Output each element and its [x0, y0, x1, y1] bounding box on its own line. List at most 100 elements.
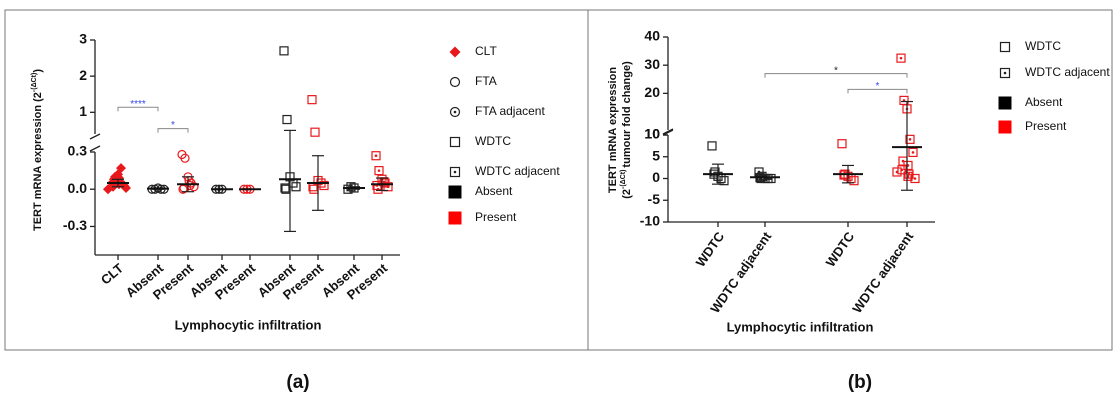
- y-tick-label: -10: [640, 213, 660, 229]
- marker-shape: [449, 136, 461, 148]
- x-tick-label: CLT: [98, 260, 126, 287]
- legend-marker: [998, 96, 1012, 110]
- point: [185, 180, 195, 191]
- legend-label: Absent: [1025, 95, 1063, 109]
- marker-dot: [382, 180, 386, 184]
- point: [892, 167, 902, 177]
- marker-dot: [377, 169, 381, 172]
- point: [189, 182, 199, 192]
- point: [121, 182, 131, 193]
- legend-marker: [998, 120, 1012, 134]
- y-tick-label: 2: [79, 67, 87, 83]
- y-tick-label: 20: [644, 84, 660, 100]
- point: [282, 114, 292, 125]
- axis-break: [662, 129, 674, 136]
- marker-shape: [837, 139, 847, 149]
- marker-dot: [913, 177, 917, 180]
- marker-dot: [374, 154, 378, 158]
- marker-dot: [908, 138, 912, 141]
- marker-shape: [998, 96, 1012, 110]
- legend-marker: [448, 185, 462, 199]
- marker-dot: [453, 110, 457, 114]
- y-tick-label: 0.0: [68, 180, 88, 196]
- marker-dot: [1003, 71, 1007, 75]
- legend-marker: [449, 166, 461, 178]
- y-axis-title: TERT mRNA expression(2-(ΔCt) tumour fold …: [607, 61, 633, 199]
- legend-marker: [448, 211, 462, 225]
- marker-shape: [449, 76, 461, 88]
- marker-shape: [180, 153, 190, 163]
- point: [319, 180, 329, 191]
- y-tick-label: -5: [648, 191, 661, 207]
- marker-dot: [895, 170, 899, 174]
- marker-shape: [307, 95, 317, 105]
- panel-label: (a): [286, 372, 309, 393]
- y-title-sup: -(ΔCt): [620, 170, 627, 189]
- marker-shape: [448, 211, 462, 225]
- legend-marker: [449, 46, 461, 58]
- marker-shape: [280, 183, 290, 193]
- marker-shape: [279, 46, 289, 56]
- legend-label: CLT: [475, 44, 497, 58]
- marker-shape: [707, 141, 717, 151]
- marker-shape: [999, 67, 1011, 79]
- legend-label: FTA adjacent: [475, 104, 545, 118]
- marker-dot: [907, 172, 911, 176]
- marker-shape: [185, 180, 195, 191]
- legend-label: WDTC: [475, 134, 511, 148]
- y-tick-label: 5: [652, 147, 660, 163]
- point: [371, 151, 381, 161]
- marker-shape: [189, 182, 199, 192]
- y-tick-label: 30: [644, 56, 660, 72]
- y-tick-label: 0.3: [68, 143, 88, 159]
- marker-dot: [911, 151, 915, 154]
- point: [116, 163, 126, 174]
- y-tick-label: 10: [644, 126, 660, 142]
- axis-break: [662, 128, 674, 135]
- marker-shape: [903, 171, 913, 181]
- x-axis-title: Lymphocytic infiltration: [175, 317, 322, 332]
- y-axis-title-line: TERT mRNA expression: [607, 67, 619, 193]
- point: [114, 173, 124, 184]
- legend-label: FTA: [475, 74, 497, 88]
- significance-bracket: [117, 106, 159, 112]
- point: [849, 176, 859, 186]
- y-tick-label: 10: [644, 126, 660, 142]
- point: [374, 166, 384, 176]
- legend-label: WDTC: [1025, 39, 1061, 53]
- significance-label: ****: [130, 99, 146, 110]
- x-tick-label: WDTC adjacent: [849, 229, 916, 316]
- significance-label: *: [171, 120, 175, 131]
- marker-shape: [998, 120, 1012, 134]
- point: [837, 139, 847, 149]
- legend-label: WDTC adjacent: [1025, 65, 1110, 79]
- marker-shape: [905, 134, 915, 144]
- legend-label: Absent: [475, 184, 513, 198]
- y-axis-title: TERT mRNA expression (2-(ΔCt)): [31, 69, 44, 231]
- marker-shape: [449, 166, 461, 178]
- marker-dot: [453, 170, 457, 174]
- legend-marker: [449, 136, 461, 148]
- y-tick-label: -0.3: [63, 217, 87, 233]
- axis-break: [89, 145, 101, 152]
- point: [280, 183, 290, 193]
- marker-shape: [896, 53, 906, 63]
- marker-shape: [116, 163, 126, 174]
- marker-shape: [903, 160, 913, 171]
- y-title-end: ): [32, 69, 44, 73]
- y-tick-label: 1: [79, 103, 87, 119]
- x-axis-title: Lymphocytic infiltration: [727, 319, 874, 334]
- point: [180, 153, 190, 163]
- marker-shape: [291, 182, 301, 192]
- significance-label: *: [876, 81, 880, 92]
- point: [707, 141, 717, 151]
- y-tick-label: 40: [644, 28, 660, 44]
- marker-shape: [282, 114, 292, 125]
- marker-shape: [849, 176, 859, 186]
- panel-label: (b): [848, 372, 872, 393]
- point: [896, 53, 906, 63]
- significance-label: *: [834, 65, 838, 76]
- point: [910, 173, 920, 184]
- axis-break: [89, 133, 101, 140]
